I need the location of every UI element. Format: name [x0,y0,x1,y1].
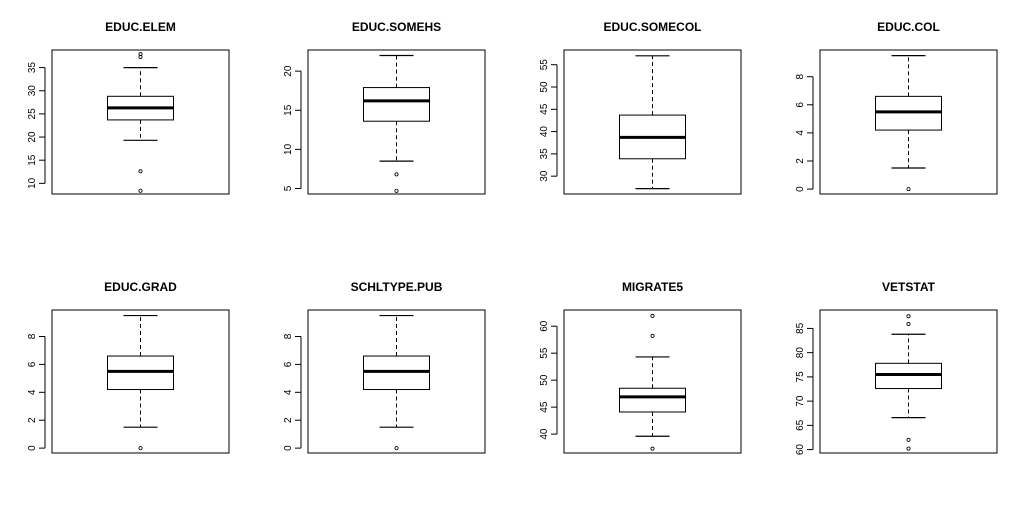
panel-title: VETSTAT [882,280,936,294]
plot-frame [819,309,998,454]
y-tick-label: 40 [539,126,550,138]
y-tick-label: 6 [283,361,294,367]
y-tick-label: 4 [283,389,294,395]
y-tick-label: 80 [795,347,806,359]
plot-frame [819,49,998,195]
panel-title: MIGRATE5 [622,280,683,294]
y-tick-label: 20 [27,131,38,143]
y-tick-label: 20 [283,65,294,77]
outlier-point [138,52,143,57]
y-tick-label: 65 [795,419,806,431]
y-tick-label: 75 [795,371,806,383]
plot-frame [307,49,486,195]
y-tick-label: 85 [795,322,806,334]
y-tick-label: 4 [27,389,38,395]
plot-frame [51,309,230,454]
y-tick-label: 2 [27,417,38,423]
boxplot-panel: EDUC.GRAD 0 2 4 6 8 [27,280,230,454]
y-tick-label: 55 [539,59,550,71]
outlier-point [138,188,143,193]
outlier-point [906,314,911,319]
y-tick-label: 45 [539,103,550,115]
y-tick-label: 0 [283,445,294,451]
plot-frame [563,49,742,195]
y-tick-label: 40 [539,428,550,440]
outlier-point [138,169,143,174]
y-tick-label: 8 [283,333,294,339]
y-tick-label: 10 [283,143,294,155]
outlier-point [906,437,911,442]
outlier-point [394,188,399,193]
y-tick-label: 2 [795,158,806,164]
outlier-point [650,446,655,451]
y-tick-label: 45 [539,401,550,413]
boxplot-panel: EDUC.SOMEHS 5 10 15 20 [283,20,486,195]
panel-title: EDUC.COL [877,20,940,34]
panel-title: EDUC.SOMECOL [603,20,701,34]
iqr-box [619,387,686,413]
y-tick-label: 35 [539,148,550,160]
y-tick-label: 25 [27,108,38,120]
y-tick-label: 15 [283,104,294,116]
y-tick-label: 30 [27,85,38,97]
y-tick-label: 8 [27,333,38,339]
outlier-point [906,322,911,327]
y-tick-label: 0 [27,445,38,451]
y-tick-label: 70 [795,395,806,407]
y-tick-label: 35 [27,62,38,74]
boxplot-panel: EDUC.SOMECOL 30 35 40 45 50 55 [539,20,742,195]
boxplot-panel: EDUC.ELEM 10 15 20 25 30 35 [27,20,230,195]
boxplot-panel: SCHLTYPE.PUB 0 2 4 6 8 [283,280,486,454]
y-tick-label: 0 [795,186,806,192]
y-tick-label: 60 [539,320,550,332]
outlier-point [906,187,911,192]
plot-frame [563,309,742,454]
outlier-point [394,446,399,451]
outlier-point [906,446,911,451]
y-tick-label: 15 [27,154,38,166]
plot-frame [51,49,230,195]
outlier-point [650,333,655,338]
y-tick-label: 5 [283,185,294,191]
y-tick-label: 50 [539,374,550,386]
y-tick-label: 6 [795,102,806,108]
panel-title: SCHLTYPE.PUB [351,280,443,294]
boxplot-panel: VETSTAT 60 65 70 75 80 85 [795,280,998,456]
boxplot-panel: EDUC.COL 0 2 4 6 8 [795,20,998,195]
y-tick-label: 10 [27,177,38,189]
y-tick-label: 2 [283,417,294,423]
outlier-point [650,313,655,318]
y-tick-label: 60 [795,444,806,456]
y-tick-label: 30 [539,170,550,182]
y-tick-label: 50 [539,81,550,93]
outlier-point [138,54,143,59]
y-tick-label: 4 [795,130,806,136]
y-tick-label: 55 [539,347,550,359]
panel-title: EDUC.SOMEHS [352,20,441,34]
iqr-box [363,87,430,122]
outlier-point [138,446,143,451]
panel-title: EDUC.ELEM [105,20,176,34]
plot-frame [307,309,486,454]
panel-title: EDUC.GRAD [104,280,177,294]
y-tick-label: 8 [795,73,806,79]
y-tick-label: 6 [27,361,38,367]
boxplot-panel: MIGRATE5 40 45 50 55 60 [539,280,742,454]
outlier-point [394,172,399,177]
